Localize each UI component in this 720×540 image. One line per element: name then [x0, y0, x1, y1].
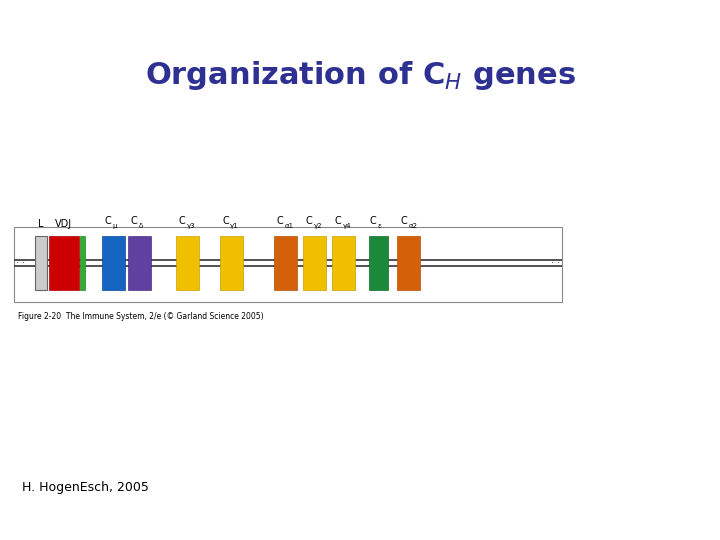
Text: C: C [369, 216, 377, 226]
Text: C: C [400, 216, 407, 226]
Bar [274, 236, 297, 291]
Text: C: C [306, 216, 312, 226]
Text: · ·: · · [16, 258, 25, 268]
Text: α1: α1 [285, 224, 294, 230]
Text: ε: ε [378, 224, 382, 230]
Bar [220, 236, 243, 291]
Bar [332, 236, 355, 291]
Bar [128, 236, 151, 291]
Text: Organization of $\mathregular{C}_H$ genes: Organization of $\mathregular{C}_H$ gene… [145, 59, 575, 92]
Text: · ·: · · [551, 258, 560, 268]
Bar [176, 236, 199, 291]
Bar [102, 236, 125, 291]
Text: α2: α2 [408, 224, 417, 230]
Text: γ2: γ2 [314, 224, 323, 230]
Text: C: C [334, 216, 341, 226]
Text: C: C [179, 216, 185, 226]
Text: μ: μ [113, 224, 117, 230]
Bar [303, 236, 326, 291]
Bar [49, 236, 79, 291]
Bar [35, 236, 48, 291]
Bar [35, 236, 48, 291]
Text: C: C [104, 216, 112, 226]
Text: C: C [277, 216, 284, 226]
Text: Figure 2-20  The Immune System, 2/e (© Garland Science 2005): Figure 2-20 The Immune System, 2/e (© Ga… [18, 312, 264, 321]
Text: C: C [222, 216, 229, 226]
Text: H. HogenEsch, 2005: H. HogenEsch, 2005 [22, 481, 148, 494]
Text: δ: δ [139, 224, 143, 230]
Text: C: C [131, 216, 138, 226]
Bar [397, 236, 420, 291]
Text: L: L [38, 219, 44, 230]
Text: VDJ: VDJ [55, 219, 73, 230]
Text: γ1: γ1 [230, 224, 239, 230]
Bar [14, 227, 562, 302]
Text: γ3: γ3 [186, 224, 195, 230]
Bar [369, 236, 388, 291]
Text: γ4: γ4 [343, 224, 351, 230]
Bar [79, 236, 85, 291]
